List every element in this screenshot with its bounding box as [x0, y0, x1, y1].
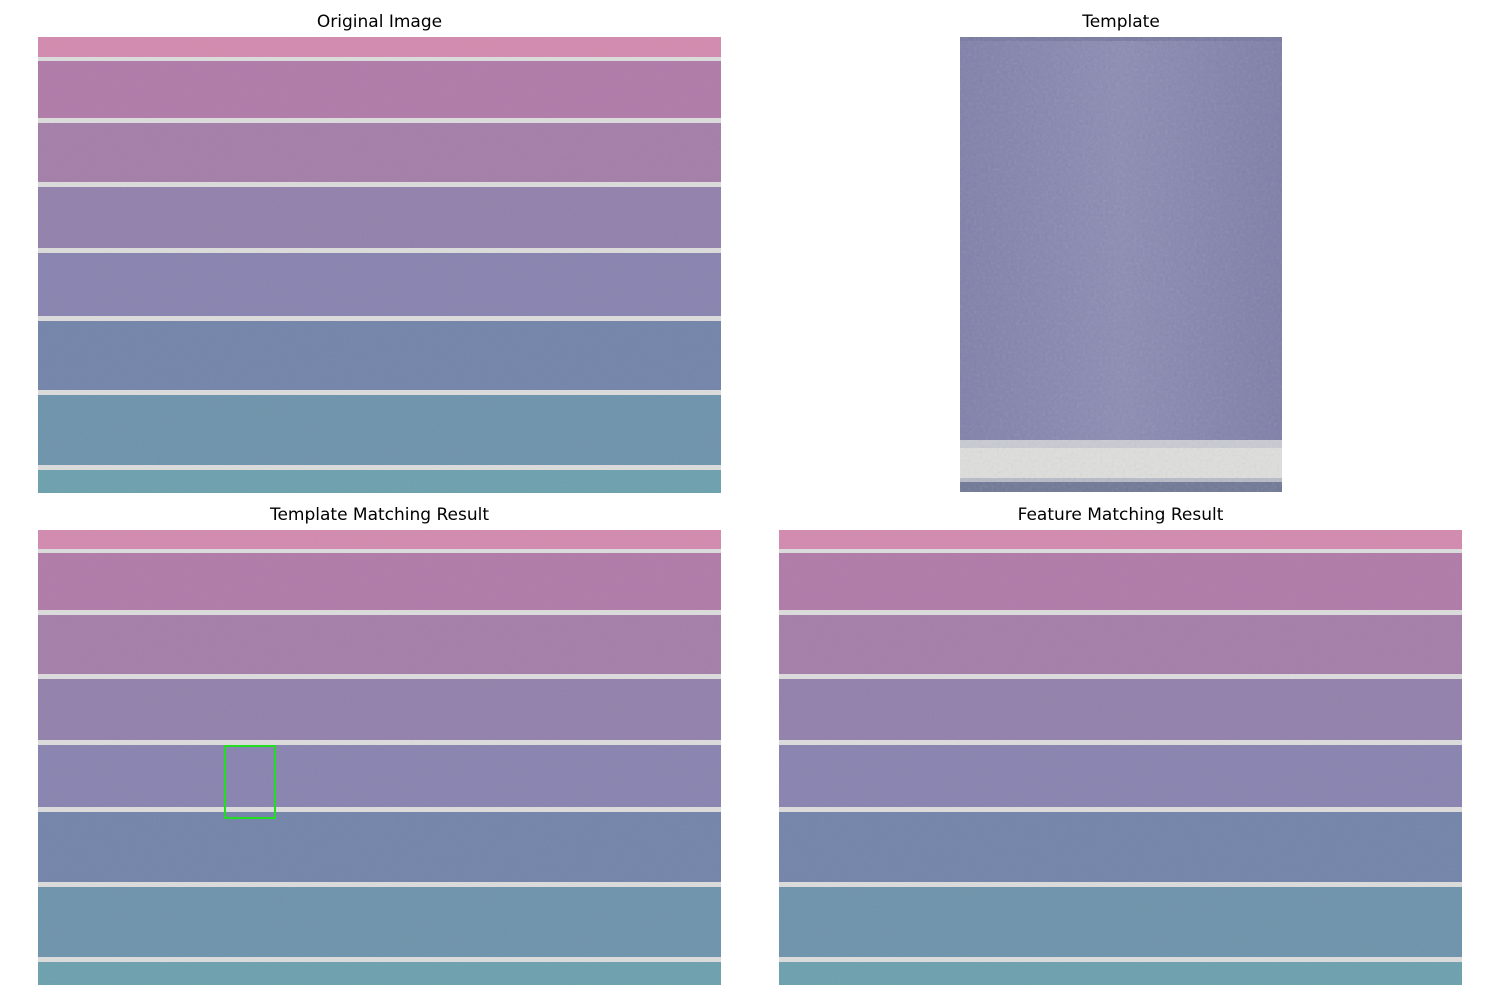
template-panel: Template [960, 10, 1282, 493]
original-image-panel: Original Image [38, 10, 721, 493]
template-matching-panel: Template Matching Result [38, 503, 721, 986]
match-bounding-box [224, 745, 276, 819]
original-image [38, 37, 721, 493]
feature-matching-image [779, 530, 1462, 985]
feature-matching-panel: Feature Matching Result [779, 503, 1462, 986]
template-title: Template [1082, 12, 1160, 32]
template-image [960, 37, 1282, 492]
template-matching-image [38, 530, 721, 985]
original-image-title: Original Image [316, 12, 443, 32]
template-matching-title: Template Matching Result [269, 505, 490, 525]
feature-matching-title: Feature Matching Result [1017, 505, 1224, 525]
